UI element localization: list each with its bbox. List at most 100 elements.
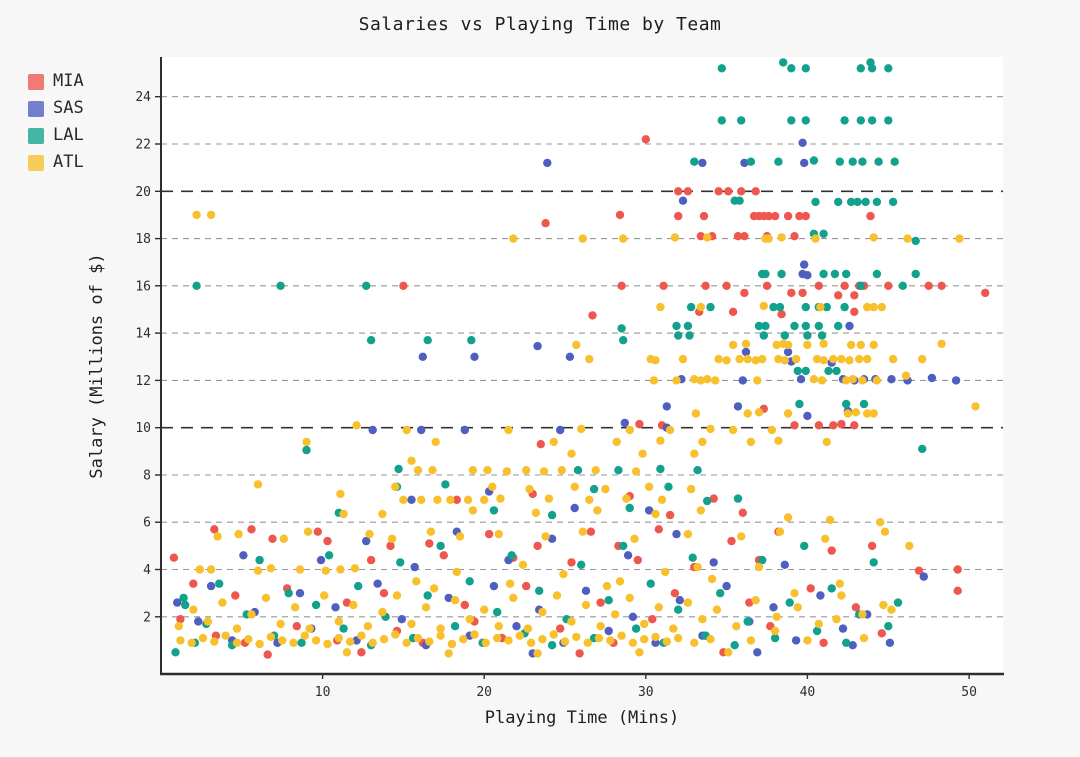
data-point [751,187,760,196]
data-point [585,495,594,504]
data-point [783,211,793,221]
data-point [572,632,581,642]
data-point [869,233,878,242]
data-point [790,421,799,430]
data-point [850,291,859,300]
data-point [504,425,513,435]
data-point [644,482,654,491]
data-point [669,624,678,633]
data-point [819,229,828,238]
data-point [192,281,201,290]
data-point [834,291,843,300]
data-point [494,622,503,631]
data-point [646,579,655,588]
data-point [746,636,756,645]
data-point [709,558,718,567]
data-point [869,340,878,350]
data-point [654,603,663,612]
data-point [570,482,579,491]
data-point [758,555,767,565]
data-point [407,495,416,504]
data-point [801,211,810,221]
data-point [888,354,898,364]
data-point [547,510,557,520]
data-point [722,581,731,591]
data-point [541,219,550,228]
data-point [738,376,747,385]
data-point [759,331,768,340]
data-point [690,157,699,166]
data-point [683,187,693,196]
x-tick-label: 30 [638,685,654,700]
y-tick-label: 6 [143,516,151,531]
data-point [817,376,827,385]
data-point [884,64,893,73]
data-point [866,211,875,221]
data-point [635,648,644,657]
data-point [494,529,503,539]
data-point [861,197,870,207]
data-point [565,352,575,361]
legend-label-atl: ATL [53,152,84,172]
data-point [483,466,492,475]
data-point [206,565,216,574]
data-point [481,638,490,647]
data-point [767,425,777,435]
data-point [203,617,213,626]
data-point [724,648,733,657]
data-point [837,419,846,429]
data-point [399,495,408,504]
data-point [790,589,799,598]
data-point [279,534,288,543]
data-point [846,340,856,350]
data-point [706,302,715,312]
data-point [617,281,626,290]
data-point [354,581,363,591]
data-point [417,495,426,504]
data-point [798,138,807,147]
data-point [493,633,502,643]
data-point [901,371,911,380]
data-point [829,354,838,364]
data-point [628,612,638,621]
data-point [649,376,659,385]
data-point [276,281,285,290]
data-point [801,366,810,376]
data-point [187,638,196,647]
data-point [460,425,469,435]
data-point [336,565,345,574]
legend-item-lal: LAL [28,122,84,149]
data-point [321,566,330,575]
data-point [840,302,849,312]
data-point [366,555,376,565]
data-point [547,534,557,543]
data-point [790,232,799,241]
data-point [362,536,371,546]
data-point [596,598,605,607]
data-point [594,633,604,643]
data-point [413,466,423,475]
data-point [819,638,828,647]
data-point [800,158,809,168]
data-point [856,281,865,290]
data-point [268,534,277,543]
data-point [674,211,683,221]
data-point [533,649,542,658]
data-point [837,354,846,364]
data-point [816,591,825,600]
data-point [770,633,780,643]
data-point [399,281,408,290]
data-point [856,116,865,125]
data-point [488,482,497,491]
data-point [623,551,633,560]
data-point [777,269,786,279]
data-point [657,495,667,504]
data-point [386,541,395,551]
data-point [622,494,631,503]
data-point [829,421,838,430]
data-point [656,436,665,445]
data-point [693,562,702,572]
data-point [827,546,836,555]
data-point [703,496,712,506]
data-point [295,589,305,598]
